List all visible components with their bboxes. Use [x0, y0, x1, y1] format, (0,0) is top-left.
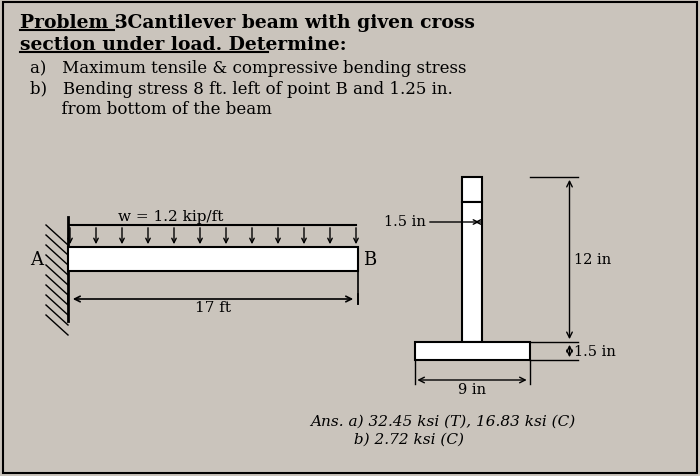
Text: 12 in: 12 in: [575, 253, 612, 267]
Text: a)   Maximum tensile & compressive bending stress: a) Maximum tensile & compressive bending…: [30, 60, 466, 77]
Text: 17 ft: 17 ft: [195, 300, 231, 314]
Text: b)   Bending stress 8 ft. left of point B and 1.25 in.: b) Bending stress 8 ft. left of point B …: [30, 81, 453, 98]
Text: from bottom of the beam: from bottom of the beam: [30, 101, 272, 118]
Text: Problem 3: Problem 3: [20, 14, 128, 32]
Bar: [462, 178, 482, 203]
Text: 9 in: 9 in: [458, 382, 486, 396]
Text: B: B: [363, 250, 377, 268]
Text: b) 2.72 ksi (C): b) 2.72 ksi (C): [310, 432, 464, 446]
Bar: [68, 248, 358, 271]
Text: 1.5 in: 1.5 in: [384, 215, 426, 228]
Text: : Cantilever beam with given cross: : Cantilever beam with given cross: [114, 14, 475, 32]
Text: section under load. Determine:: section under load. Determine:: [20, 36, 346, 54]
Text: 1.5 in: 1.5 in: [575, 344, 617, 358]
Bar: [462, 203, 482, 342]
Text: Ans. a) 32.45 ksi (T), 16.83 ksi (C): Ans. a) 32.45 ksi (T), 16.83 ksi (C): [310, 414, 575, 428]
Bar: [414, 342, 529, 360]
Text: w = 1.2 kip/ft: w = 1.2 kip/ft: [118, 209, 223, 224]
Text: A: A: [30, 250, 43, 268]
